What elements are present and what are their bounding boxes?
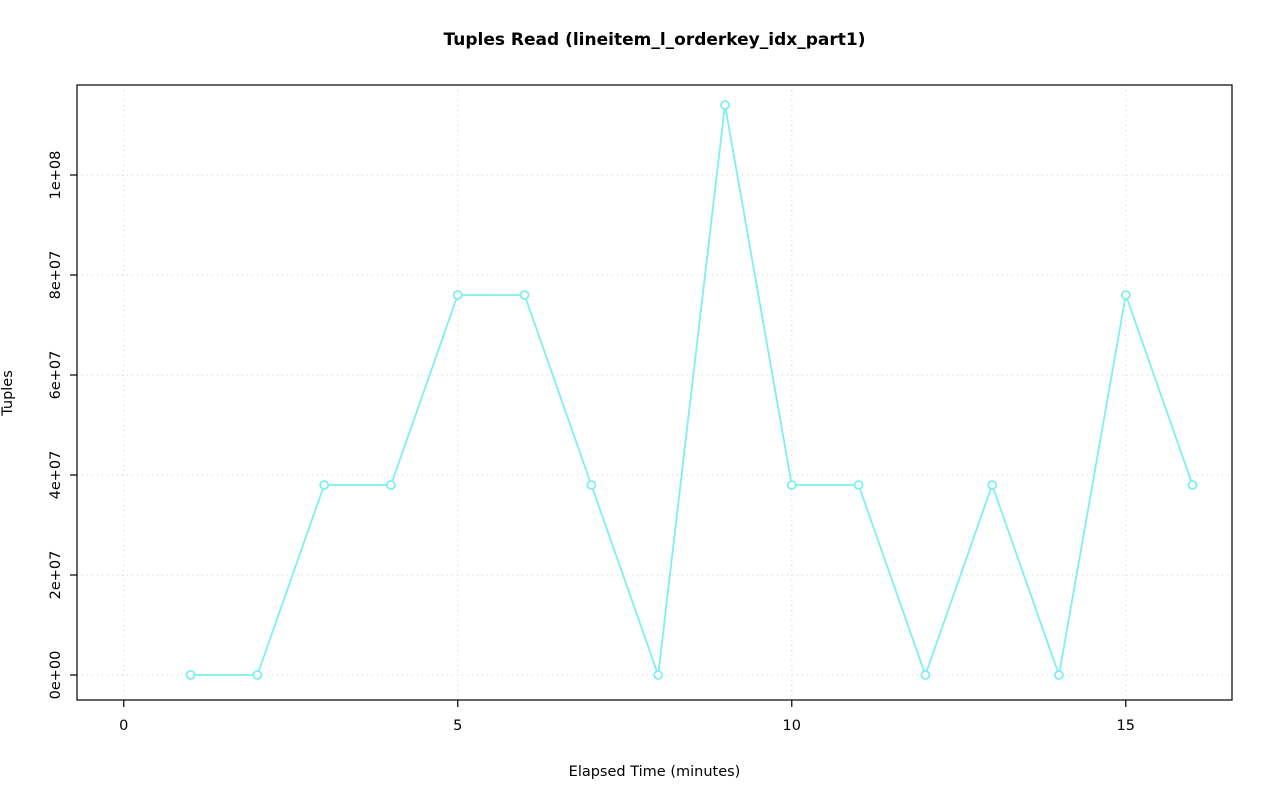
data-point: [386, 480, 396, 490]
data-point: [987, 480, 998, 490]
data-point: [920, 670, 931, 680]
x-tick-label: 15: [1117, 718, 1135, 734]
data-point: [586, 480, 597, 490]
data-point: [519, 290, 530, 300]
data-point: [786, 480, 797, 490]
chart-title: Tuples Read (lineitem_l_orderkey_idx_par…: [443, 30, 866, 50]
data-point: [1120, 290, 1131, 300]
x-axis-label: Elapsed Time (minutes): [568, 764, 741, 780]
data-point: [853, 480, 864, 490]
plot-box: [76, 84, 1233, 701]
y-tick-label: 0e+00: [48, 651, 64, 700]
x-tick-label: 0: [119, 718, 128, 734]
y-tick-label: 1e+08: [48, 151, 64, 200]
y-tick-label: 4e+07: [48, 451, 64, 500]
data-point: [185, 670, 196, 680]
data-point: [1187, 480, 1198, 490]
data-point: [653, 670, 664, 680]
data-point: [252, 670, 263, 680]
data-point: [1054, 670, 1064, 680]
x-tick-label: 10: [783, 718, 801, 734]
data-point: [720, 100, 730, 110]
data-point: [452, 290, 463, 300]
y-axis-label: Tuples: [0, 370, 16, 416]
y-tick-label: 8e+07: [48, 251, 64, 300]
data-point: [319, 480, 330, 490]
y-tick-label: 6e+07: [48, 351, 64, 400]
data-line: [189, 104, 1194, 676]
y-tick-label: 2e+07: [48, 551, 64, 600]
x-tick-label: 5: [453, 718, 462, 734]
